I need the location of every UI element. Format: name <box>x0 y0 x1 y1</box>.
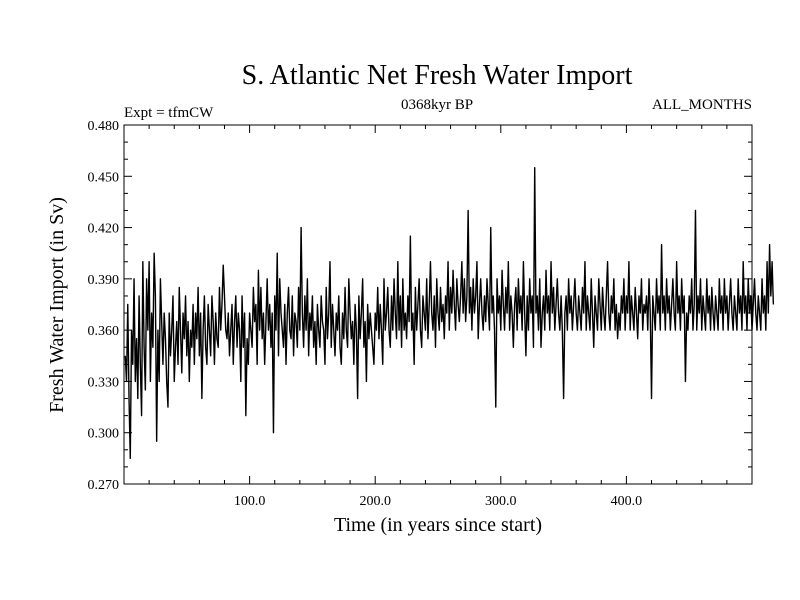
x-tick-labels: 100.0 200.0 300.0 400.0 <box>234 494 642 509</box>
y-tick-label: 0.480 <box>88 119 120 134</box>
y-tick-label: 0.420 <box>88 222 120 237</box>
y-tick-label: 0.270 <box>88 478 120 493</box>
y-tick-label: 0.300 <box>88 427 120 442</box>
x-axis-label: Time (in years since start) <box>334 514 542 536</box>
y-tick-label: 0.450 <box>88 170 120 185</box>
x-tick-label: 400.0 <box>611 494 643 509</box>
months-label: ALL_MONTHS <box>652 97 752 113</box>
y-axis-label: Fresh Water Import (in Sv) <box>46 197 68 413</box>
x-tick-label: 200.0 <box>359 494 391 509</box>
x-tick-label: 100.0 <box>234 494 266 509</box>
chart-title: S. Atlantic Net Fresh Water Import <box>242 60 633 91</box>
y-tick-label: 0.330 <box>88 375 120 390</box>
x-tick-label: 300.0 <box>485 494 517 509</box>
y-tick-labels: 0.270 0.300 0.330 0.360 0.390 0.420 0.450 0.480 <box>88 119 120 493</box>
y-tick-label: 0.390 <box>88 273 120 288</box>
y-tick-label: 0.360 <box>88 324 120 339</box>
fresh-water-series-line <box>124 167 775 460</box>
plot-frame <box>123 124 753 485</box>
experiment-label: Expt = tfmCW <box>124 105 214 121</box>
time-period-label: 0368kyr BP <box>401 97 473 113</box>
